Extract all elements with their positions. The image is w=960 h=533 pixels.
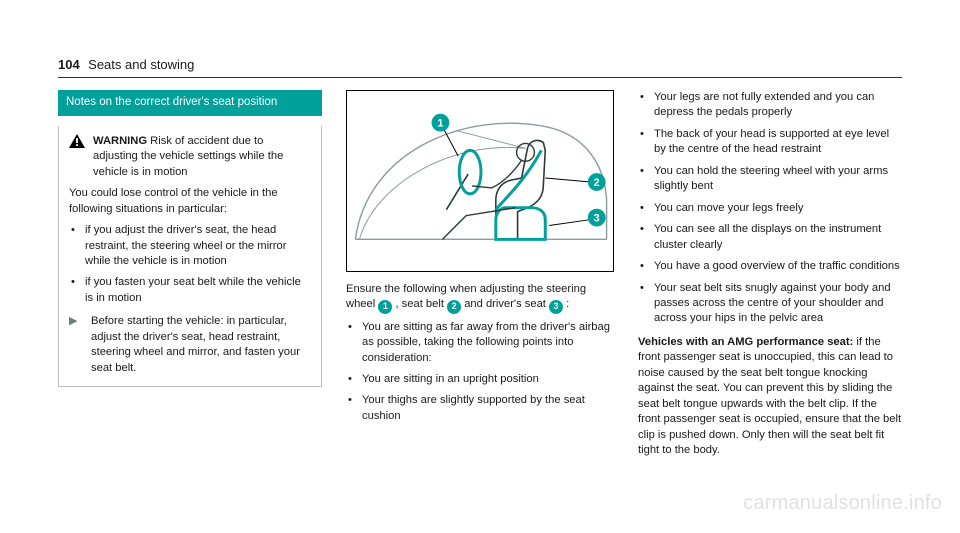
list-item: You can see all the displays on the inst… <box>640 222 902 253</box>
list-item: Your thighs are slightly supported by th… <box>348 393 614 424</box>
warning-head: WARNING Risk of accident due to adjustin… <box>69 134 311 180</box>
ensure-text-d: : <box>566 298 569 310</box>
svg-text:3: 3 <box>594 213 600 225</box>
warning-box: WARNING Risk of accident due to adjustin… <box>58 126 322 387</box>
warning-text: WARNING Risk of accident due to adjustin… <box>93 134 311 180</box>
ensure-bullets: You are sitting as far away from the dri… <box>346 320 614 425</box>
ensure-text-c: and driver's seat <box>464 298 549 310</box>
column-3: Your legs are not fully extended and you… <box>638 90 902 465</box>
topic-banner: Notes on the correct driver's seat posit… <box>58 90 322 116</box>
seat-position-figure: 1 2 3 <box>346 90 614 272</box>
ensure-paragraph: Ensure the following when adjusting the … <box>346 282 614 314</box>
page-number: 104 <box>58 57 80 72</box>
section-title: Seats and stowing <box>88 57 194 72</box>
list-item: You can move your legs freely <box>640 201 902 216</box>
column-1: Notes on the correct driver's seat posit… <box>58 90 322 465</box>
list-item: You are sitting as far away from the dri… <box>348 320 614 366</box>
warning-icon <box>69 134 85 180</box>
callout-3-icon: 3 <box>549 300 563 314</box>
list-item: The back of your head is supported at ey… <box>640 127 902 158</box>
ensure-text-b: , seat belt <box>395 298 447 310</box>
action-marker-icon: ▶ <box>69 314 83 376</box>
amg-paragraph: Vehicles with an AMG performance seat: i… <box>638 335 902 459</box>
amg-strong: Vehicles with an AMG performance seat: <box>638 336 853 348</box>
amg-body: if the front passenger seat is unoccupie… <box>638 336 901 456</box>
action-row: ▶ Before starting the vehicle: in partic… <box>69 314 311 376</box>
action-text: Before starting the vehicle: in particul… <box>91 314 311 376</box>
svg-text:1: 1 <box>437 118 443 130</box>
list-item: Your legs are not fully extended and you… <box>640 90 902 121</box>
continuation-bullets: Your legs are not fully extended and you… <box>638 90 902 327</box>
warning-strong: WARNING <box>93 135 147 147</box>
list-item: if you adjust the driver's seat, the hea… <box>71 223 311 269</box>
warning-bullets: if you adjust the driver's seat, the hea… <box>69 223 311 306</box>
warning-para: You could lose control of the vehicle in… <box>69 186 311 217</box>
svg-text:2: 2 <box>594 177 600 189</box>
callout-2-icon: 2 <box>447 300 461 314</box>
list-item: You can hold the steering wheel with you… <box>640 164 902 195</box>
list-item: Your seat belt sits snugly against your … <box>640 281 902 327</box>
watermark: carmanualsonline.info <box>743 492 942 515</box>
columns: Notes on the correct driver's seat posit… <box>58 90 902 465</box>
list-item: You have a good overview of the traffic … <box>640 259 902 274</box>
list-item: You are sitting in an upright position <box>348 372 614 387</box>
page-header: 104 Seats and stowing <box>58 56 902 78</box>
callout-1-icon: 1 <box>378 300 392 314</box>
column-2: 1 2 3 Ensure the following when adjustin… <box>346 90 614 465</box>
list-item: if you fasten your seat belt while the v… <box>71 275 311 306</box>
manual-page: 104 Seats and stowing Notes on the corre… <box>0 0 960 533</box>
